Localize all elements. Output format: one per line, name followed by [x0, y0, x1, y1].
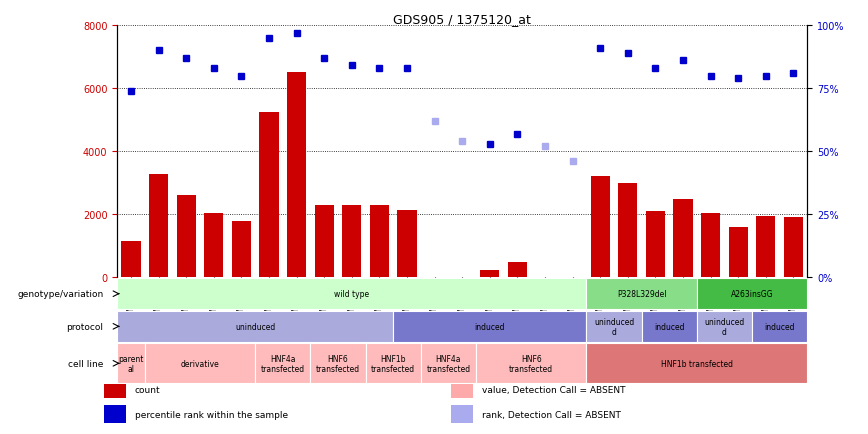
Bar: [232, 221, 251, 278]
Bar: [342, 206, 361, 278]
Bar: [260, 112, 279, 278]
Text: cell line: cell line: [68, 359, 103, 368]
Bar: [590, 177, 610, 278]
Bar: [398, 210, 417, 278]
Bar: [104, 405, 126, 423]
Bar: [756, 217, 775, 278]
Text: count: count: [135, 385, 161, 394]
Bar: [587, 311, 641, 342]
Bar: [646, 212, 665, 278]
Bar: [618, 183, 637, 278]
Bar: [784, 218, 803, 278]
Text: HNF6
transfected: HNF6 transfected: [316, 354, 360, 373]
Bar: [314, 206, 334, 278]
Text: uninduced: uninduced: [235, 322, 275, 331]
Text: A263insGG: A263insGG: [731, 289, 773, 299]
Bar: [451, 381, 473, 398]
Bar: [117, 279, 587, 310]
Text: HNF4a
transfected: HNF4a transfected: [426, 354, 470, 373]
Bar: [149, 174, 168, 278]
Bar: [365, 344, 421, 383]
Bar: [421, 344, 476, 383]
Bar: [451, 405, 473, 423]
Bar: [204, 213, 223, 278]
Text: protocol: protocol: [66, 322, 103, 331]
Bar: [476, 344, 587, 383]
Bar: [117, 311, 393, 342]
Bar: [701, 213, 720, 278]
Text: genotype/variation: genotype/variation: [17, 289, 103, 299]
Bar: [311, 344, 365, 383]
Bar: [587, 279, 697, 310]
Text: HNF6
transfected: HNF6 transfected: [510, 354, 553, 373]
Bar: [752, 311, 807, 342]
Bar: [480, 271, 499, 278]
Text: HNF1b transfected: HNF1b transfected: [661, 359, 733, 368]
Bar: [587, 344, 807, 383]
Text: HNF4a
transfected: HNF4a transfected: [260, 354, 305, 373]
Bar: [508, 262, 527, 278]
Text: HNF1b
transfected: HNF1b transfected: [372, 354, 415, 373]
Bar: [697, 311, 752, 342]
Text: uninduced
d: uninduced d: [594, 317, 635, 336]
Bar: [728, 227, 748, 278]
Text: derivative: derivative: [181, 359, 220, 368]
Bar: [697, 279, 807, 310]
Bar: [370, 206, 389, 278]
Bar: [104, 381, 126, 398]
Text: induced: induced: [765, 322, 795, 331]
Text: induced: induced: [475, 322, 505, 331]
Text: uninduced
d: uninduced d: [704, 317, 745, 336]
Text: wild type: wild type: [334, 289, 370, 299]
Text: parent
al: parent al: [118, 354, 144, 373]
Bar: [674, 199, 693, 278]
Bar: [393, 311, 587, 342]
Text: induced: induced: [654, 322, 685, 331]
Title: GDS905 / 1375120_at: GDS905 / 1375120_at: [393, 13, 531, 26]
Bar: [287, 72, 306, 278]
Text: value, Detection Call = ABSENT: value, Detection Call = ABSENT: [482, 385, 625, 394]
Bar: [145, 344, 255, 383]
Bar: [255, 344, 311, 383]
Bar: [122, 242, 141, 278]
Text: P328L329del: P328L329del: [617, 289, 667, 299]
Bar: [117, 344, 145, 383]
Text: rank, Detection Call = ABSENT: rank, Detection Call = ABSENT: [482, 410, 621, 419]
Bar: [641, 311, 697, 342]
Bar: [176, 196, 196, 278]
Text: percentile rank within the sample: percentile rank within the sample: [135, 410, 287, 419]
